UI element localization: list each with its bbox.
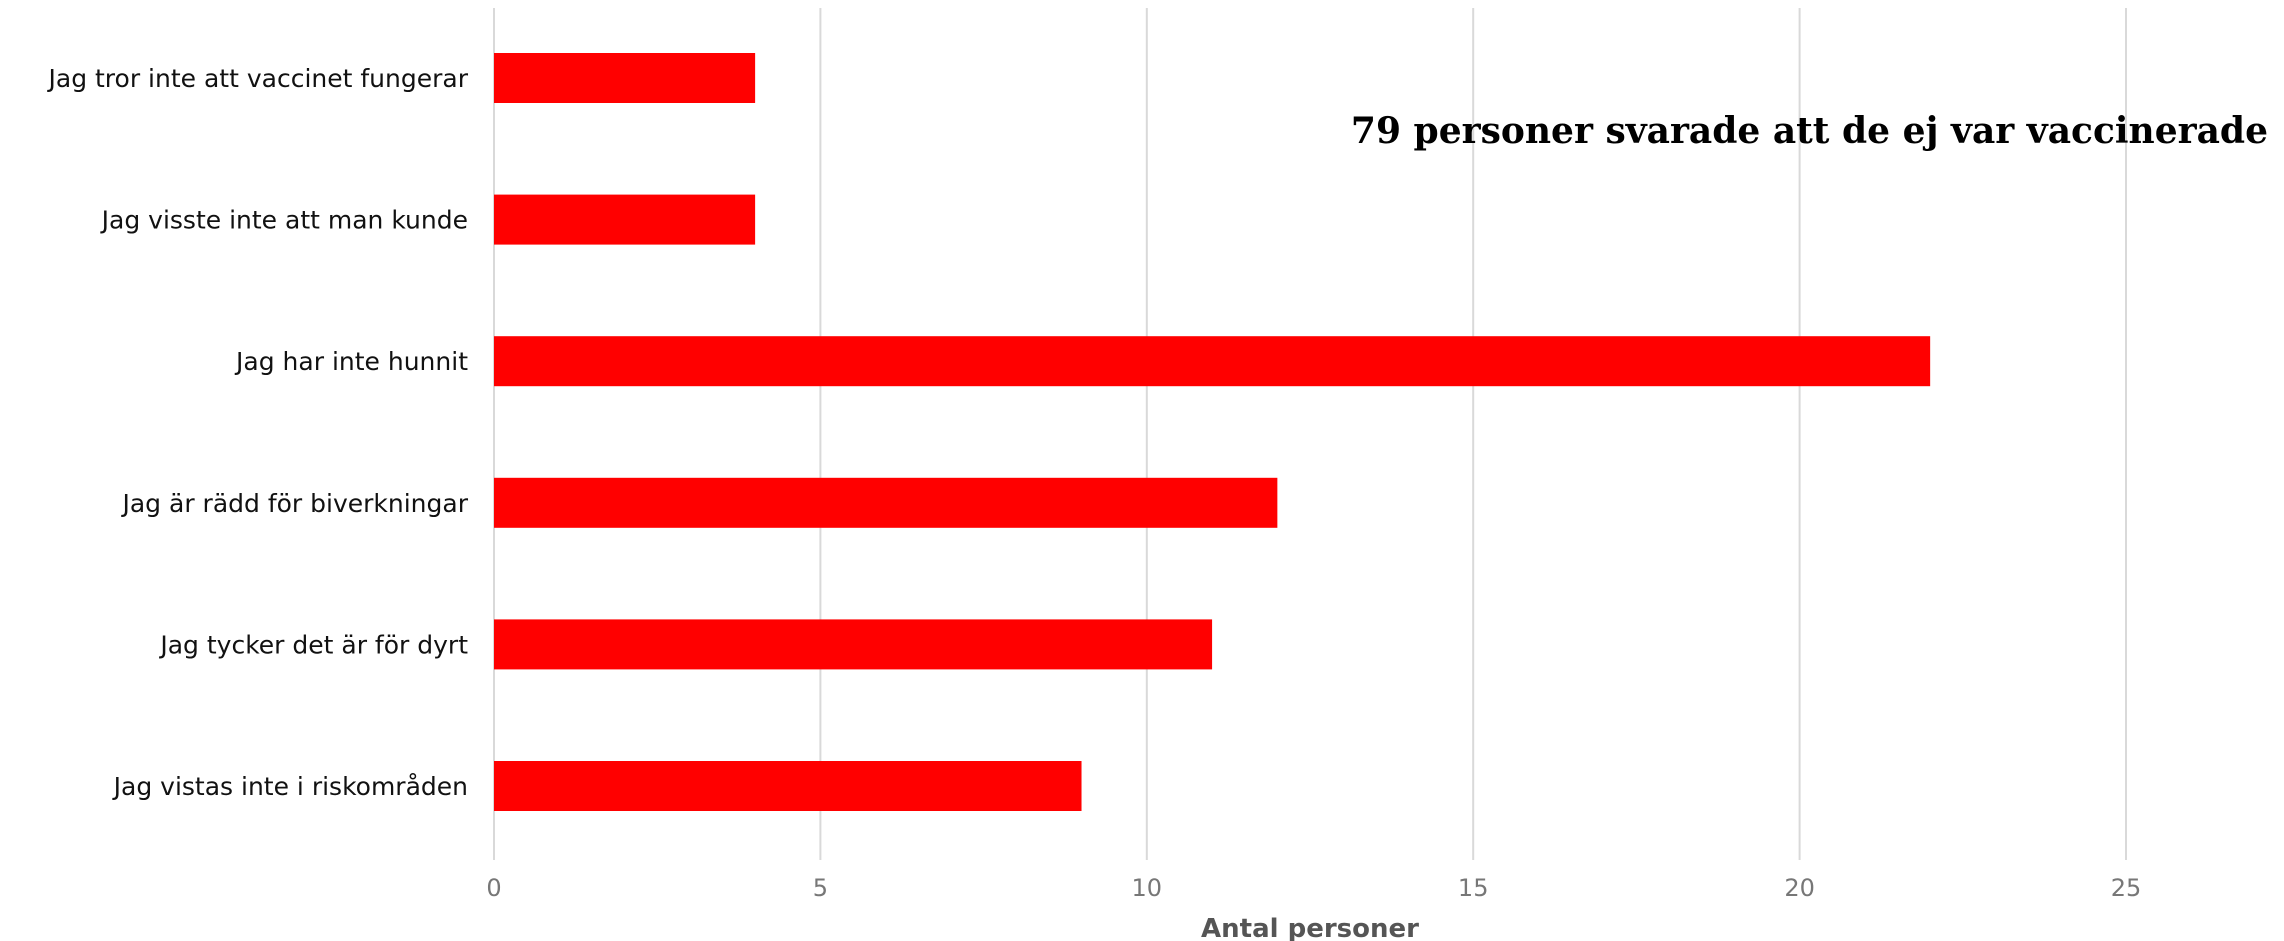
bar xyxy=(494,761,1082,811)
category-label: Jag vistas inte i riskområden xyxy=(112,772,468,801)
bar xyxy=(494,194,756,245)
bar xyxy=(494,477,1278,528)
x-tick-label: 15 xyxy=(1458,874,1489,902)
bar xyxy=(494,336,1931,387)
category-label: Jag tror inte att vaccinet fungerar xyxy=(47,64,469,93)
category-label: Jag visste inte att man kunde xyxy=(100,206,468,235)
bar xyxy=(494,53,756,103)
category-labels: Jag tror inte att vaccinet fungerar Jag v… xyxy=(47,64,469,801)
chart-title: 79 personer svarade att de ej var vaccin… xyxy=(1351,110,2268,152)
x-tick-labels: 0 5 10 15 20 25 xyxy=(486,874,2141,902)
x-tick-label: 0 xyxy=(486,874,501,902)
bar xyxy=(494,619,1213,670)
category-label: Jag har inte hunnit xyxy=(234,347,468,376)
gridlines xyxy=(493,8,2127,860)
x-tick-label: 25 xyxy=(2111,874,2142,902)
x-axis-title: Antal personer xyxy=(1201,914,1419,941)
x-tick-label: 10 xyxy=(1132,874,1163,902)
x-tick-label: 20 xyxy=(1784,874,1815,902)
category-label: Jag är rädd för biverkningar xyxy=(120,489,468,518)
x-tick-label: 5 xyxy=(813,874,828,902)
bars xyxy=(494,53,1931,811)
category-label: Jag tycker det är för dyrt xyxy=(158,630,468,659)
